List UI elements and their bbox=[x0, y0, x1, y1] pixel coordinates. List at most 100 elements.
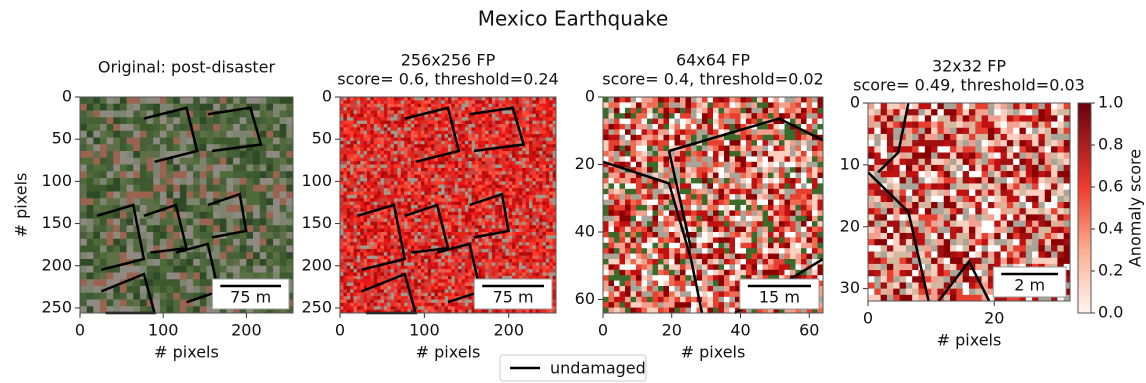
pixel bbox=[391, 198, 395, 202]
pixel bbox=[482, 219, 486, 223]
pixel bbox=[357, 273, 361, 277]
pixel bbox=[431, 114, 435, 118]
pixel bbox=[499, 266, 503, 270]
pixel bbox=[100, 252, 107, 259]
pixel bbox=[475, 205, 479, 209]
pixel bbox=[286, 232, 293, 239]
pixel bbox=[273, 232, 280, 239]
pixel bbox=[543, 229, 547, 233]
pixel bbox=[364, 104, 368, 108]
pixel bbox=[512, 178, 516, 182]
pixel bbox=[421, 252, 425, 256]
pixel bbox=[397, 141, 401, 145]
pixel bbox=[499, 154, 503, 158]
pixel bbox=[465, 269, 469, 273]
pixel bbox=[445, 161, 449, 165]
pixel bbox=[424, 232, 428, 236]
pixel bbox=[113, 212, 120, 219]
pixel bbox=[147, 273, 154, 280]
pixel bbox=[273, 104, 280, 111]
pixel bbox=[343, 192, 347, 196]
pixel bbox=[428, 100, 432, 104]
pixel bbox=[482, 215, 486, 219]
pixel bbox=[360, 178, 364, 182]
pixel bbox=[512, 249, 516, 253]
pixel bbox=[438, 171, 442, 175]
pixel bbox=[512, 229, 516, 233]
pixel bbox=[206, 178, 213, 185]
pixel bbox=[549, 185, 553, 189]
pixel bbox=[445, 222, 449, 226]
pixel bbox=[394, 286, 398, 290]
pixel bbox=[93, 293, 100, 300]
pixel bbox=[475, 171, 479, 175]
pixel bbox=[381, 212, 385, 216]
pixel bbox=[482, 262, 486, 266]
pixel bbox=[394, 171, 398, 175]
pixel bbox=[451, 286, 455, 290]
pixel bbox=[411, 188, 415, 192]
pixel bbox=[381, 232, 385, 236]
pixel bbox=[549, 239, 553, 243]
pixel bbox=[357, 185, 361, 189]
pixel bbox=[381, 229, 385, 233]
pixel bbox=[536, 229, 540, 233]
pixel bbox=[495, 154, 499, 158]
pixel bbox=[167, 273, 174, 280]
pixel bbox=[512, 219, 516, 223]
pixel bbox=[364, 242, 368, 246]
pixel bbox=[404, 104, 408, 108]
pixel bbox=[418, 262, 422, 266]
pixel bbox=[509, 225, 513, 229]
pixel bbox=[505, 256, 509, 260]
pixel bbox=[411, 151, 415, 155]
pixel bbox=[387, 188, 391, 192]
pixel bbox=[414, 232, 418, 236]
pixel bbox=[465, 249, 469, 253]
pixel bbox=[505, 97, 509, 101]
pixel bbox=[519, 114, 523, 118]
pixel bbox=[384, 117, 388, 121]
pixel bbox=[516, 178, 520, 182]
pixel bbox=[394, 273, 398, 277]
pixel bbox=[532, 165, 536, 169]
pixel bbox=[93, 246, 100, 253]
pixel bbox=[167, 219, 174, 226]
pixel bbox=[519, 266, 523, 270]
pixel bbox=[107, 246, 114, 253]
pixel bbox=[505, 151, 509, 155]
pixel bbox=[280, 104, 287, 111]
pixel bbox=[80, 239, 87, 246]
pixel bbox=[516, 242, 520, 246]
pixel bbox=[367, 215, 371, 219]
pixel bbox=[448, 259, 452, 263]
pixel bbox=[465, 256, 469, 260]
pixel bbox=[350, 141, 354, 145]
pixel bbox=[233, 239, 240, 246]
pixel bbox=[448, 266, 452, 270]
pixel bbox=[421, 279, 425, 283]
pixel bbox=[391, 138, 395, 142]
pixel bbox=[374, 246, 378, 250]
pixel bbox=[401, 138, 405, 142]
pixel bbox=[428, 192, 432, 196]
pixel bbox=[367, 97, 371, 101]
pixel bbox=[350, 138, 354, 142]
pixel bbox=[381, 269, 385, 273]
pixel bbox=[424, 303, 428, 307]
pixel bbox=[391, 154, 395, 158]
pixel bbox=[549, 212, 553, 216]
pixel bbox=[445, 117, 449, 121]
pixel bbox=[391, 229, 395, 233]
pixel bbox=[489, 97, 493, 101]
pixel bbox=[240, 124, 247, 131]
pixel bbox=[438, 276, 442, 280]
pixel bbox=[482, 114, 486, 118]
pixel bbox=[549, 195, 553, 199]
pixel bbox=[408, 229, 412, 233]
pixel bbox=[522, 252, 526, 256]
pixel bbox=[414, 215, 418, 219]
pixel bbox=[387, 165, 391, 169]
pixel bbox=[438, 232, 442, 236]
pixel bbox=[414, 168, 418, 172]
